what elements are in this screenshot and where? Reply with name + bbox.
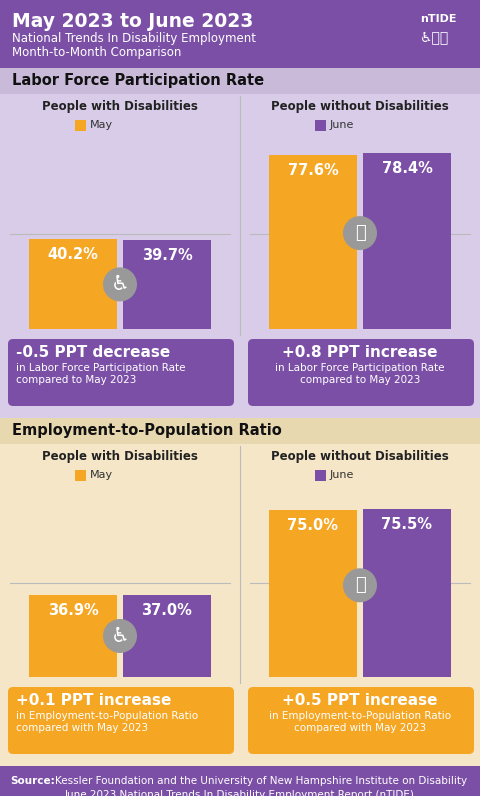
Text: +0.1 PPT increase: +0.1 PPT increase (16, 693, 171, 708)
Text: May: May (90, 120, 113, 131)
FancyBboxPatch shape (248, 687, 474, 754)
Text: People without Disabilities: People without Disabilities (271, 100, 449, 113)
Text: June 2023 National Trends In Disability Employment Report (nTIDE): June 2023 National Trends In Disability … (65, 790, 415, 796)
Bar (0, 0, 480, 68)
Circle shape (103, 619, 137, 653)
Circle shape (343, 568, 377, 603)
Bar (123, 240, 211, 329)
Text: ♿: ♿ (110, 626, 130, 646)
FancyBboxPatch shape (8, 339, 234, 406)
Text: 75.0%: 75.0% (288, 518, 338, 533)
Text: 39.7%: 39.7% (142, 248, 192, 263)
Bar (315, 470, 326, 481)
Text: +0.5 PPT increase: +0.5 PPT increase (282, 693, 438, 708)
Text: 🚹: 🚹 (355, 224, 365, 242)
Text: in Employment-to-Population Ratio
compared with May 2023: in Employment-to-Population Ratio compar… (16, 711, 198, 732)
Text: May 2023 to June 2023: May 2023 to June 2023 (12, 12, 253, 31)
Bar (0, 418, 480, 766)
Text: 78.4%: 78.4% (382, 161, 432, 176)
Text: June: June (330, 120, 354, 131)
Text: 75.5%: 75.5% (382, 517, 432, 532)
Bar (0, 418, 480, 444)
Text: 40.2%: 40.2% (48, 247, 98, 262)
Text: Source:: Source: (10, 776, 55, 786)
Text: 37.0%: 37.0% (142, 603, 192, 618)
Text: +0.8 PPT increase: +0.8 PPT increase (282, 345, 438, 360)
Bar (269, 154, 357, 329)
Text: 77.6%: 77.6% (288, 162, 338, 178)
Text: ♿: ♿ (110, 275, 130, 295)
Text: May: May (90, 470, 113, 481)
Text: Kessler Foundation and the University of New Hampshire Institute on Disability: Kessler Foundation and the University of… (55, 776, 467, 786)
Text: 36.9%: 36.9% (48, 603, 98, 618)
Text: nTIDE: nTIDE (420, 14, 456, 24)
Text: -0.5 PPT decrease: -0.5 PPT decrease (16, 345, 170, 360)
Text: in Labor Force Participation Rate
compared to May 2023: in Labor Force Participation Rate compar… (16, 363, 185, 384)
Text: in Labor Force Participation Rate
compared to May 2023: in Labor Force Participation Rate compar… (275, 363, 445, 384)
Bar (75, 120, 86, 131)
Bar (363, 509, 451, 677)
Bar (0, 766, 480, 796)
Bar (75, 470, 86, 481)
Text: June: June (330, 470, 354, 481)
Bar (363, 153, 451, 329)
Bar (269, 510, 357, 677)
Text: People with Disabilities: People with Disabilities (42, 100, 198, 113)
Text: Labor Force Participation Rate: Labor Force Participation Rate (12, 73, 264, 88)
Text: 🚹: 🚹 (355, 576, 365, 595)
Bar (29, 595, 117, 677)
FancyBboxPatch shape (248, 339, 474, 406)
Text: People with Disabilities: People with Disabilities (42, 450, 198, 463)
Bar (123, 595, 211, 677)
Bar (29, 239, 117, 329)
Text: People without Disabilities: People without Disabilities (271, 450, 449, 463)
Text: Month-to-Month Comparison: Month-to-Month Comparison (12, 46, 181, 59)
Bar (315, 120, 326, 131)
Text: Employment-to-Population Ratio: Employment-to-Population Ratio (12, 423, 282, 438)
Bar (0, 68, 480, 418)
Text: in Employment-to-Population Ratio
compared with May 2023: in Employment-to-Population Ratio compar… (269, 711, 451, 732)
Text: ♿🧍🧍: ♿🧍🧍 (420, 30, 450, 44)
FancyBboxPatch shape (8, 687, 234, 754)
Circle shape (103, 267, 137, 302)
Bar (0, 68, 480, 94)
Text: National Trends In Disability Employment: National Trends In Disability Employment (12, 32, 256, 45)
Circle shape (343, 216, 377, 250)
